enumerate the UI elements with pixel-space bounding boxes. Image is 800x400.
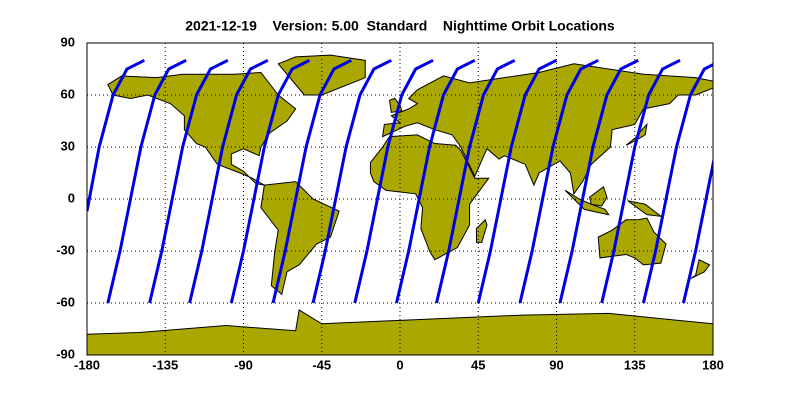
orbit-track [641, 62, 713, 304]
y-tick-label: 90 [61, 34, 75, 49]
north-america [108, 72, 296, 185]
x-tick-label: -135 [152, 357, 178, 372]
x-tick-label: 90 [549, 357, 563, 372]
track-layer [87, 58, 713, 304]
y-tick-label: 60 [61, 86, 75, 101]
orbit-track [681, 156, 713, 304]
label-layer: -180 -135 -90 -45 0 45 90 135 180 -90 -60 -30 0 30 60 9… [56, 34, 724, 372]
orbit-track [353, 58, 434, 304]
orbit-track [106, 58, 187, 304]
y-tick-label: 30 [61, 138, 75, 153]
y-tick-label: -30 [56, 242, 75, 257]
y-tick-label: -60 [56, 294, 75, 309]
x-tick-label: -90 [234, 357, 253, 372]
x-tick-label: -180 [74, 357, 100, 372]
orbit-track [188, 58, 269, 304]
x-tick-label: 45 [471, 357, 485, 372]
x-tick-label: 180 [702, 357, 724, 372]
orbit-track [87, 58, 146, 212]
orbit-track [271, 58, 352, 304]
orbit-track [229, 58, 311, 304]
orbit-track [435, 58, 516, 304]
chart-title: 2021-12-19 Version: 5.00 Standard Nightt… [185, 18, 615, 34]
orbit-track [148, 58, 229, 304]
orbit-track [600, 58, 681, 304]
y-tick-label: 0 [68, 190, 75, 205]
orbit-track [311, 58, 392, 304]
australia [598, 218, 666, 265]
madagascar [477, 220, 487, 243]
new-guinea [628, 201, 661, 217]
orbit-track [558, 58, 639, 304]
x-tick-label: 0 [396, 357, 403, 372]
eurasia [383, 64, 713, 194]
plot-frame [86, 42, 714, 356]
orbit-track [518, 58, 599, 304]
borneo [590, 187, 607, 206]
y-tick-label: -90 [56, 346, 75, 361]
antarctica [87, 310, 713, 355]
orbit-track [395, 58, 476, 304]
new-zealand [690, 260, 709, 279]
orbit-track [476, 58, 558, 304]
x-tick-label: -45 [312, 357, 331, 372]
x-tick-label: 135 [624, 357, 646, 372]
